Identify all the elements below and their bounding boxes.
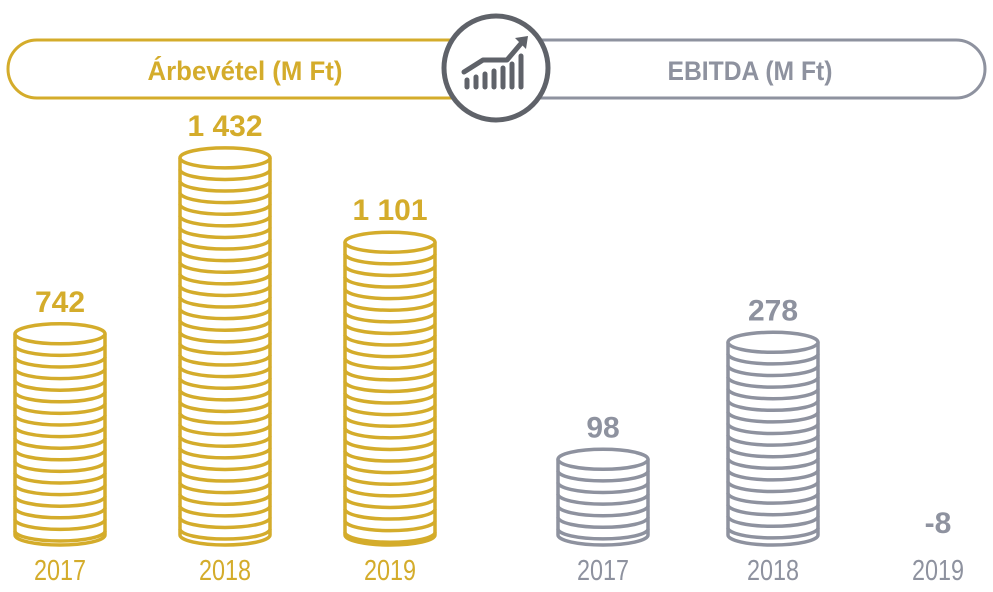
ebitda-coin-stack-2017 (556, 447, 650, 547)
ebitda-value-label: 278 (748, 294, 798, 327)
ebitda-year-label: 2019 (912, 555, 964, 587)
revenue-coin-stack-2018 (178, 146, 272, 547)
revenue-coin-stack-2019 (343, 230, 437, 547)
chart-growth-icon (441, 13, 551, 123)
ebitda-coin-stack-2018 (726, 330, 820, 547)
revenue-coin-stack-2017 (13, 322, 107, 547)
ebitda-title: EBITDA (M Ft) (668, 56, 833, 86)
revenue-year-label: 2017 (34, 555, 86, 587)
ebitda-year-label: 2017 (577, 555, 629, 587)
revenue-year-label: 2018 (199, 555, 251, 587)
revenue-value-label: 742 (35, 286, 85, 319)
revenue-value-label: 1 432 (187, 110, 262, 143)
ebitda-year-label: 2018 (747, 555, 799, 587)
ebitda-value-label: 98 (586, 411, 619, 444)
revenue-year-label: 2019 (364, 555, 416, 587)
revenue-value-label: 1 101 (352, 194, 427, 227)
ebitda-value-label: -8 (925, 507, 952, 540)
revenue-title: Árbevétel (M Ft) (148, 55, 343, 86)
